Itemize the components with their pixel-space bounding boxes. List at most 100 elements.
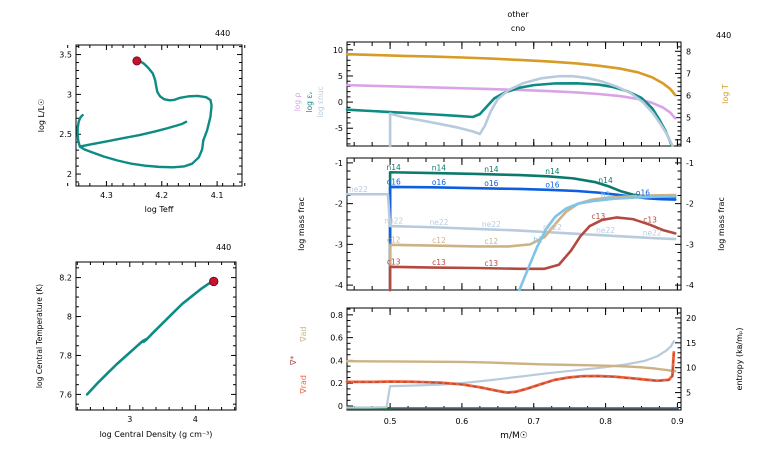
abundance-left-ytick: -1 bbox=[335, 159, 343, 168]
gradients-left-ytick: 0 bbox=[338, 402, 343, 411]
abundance-label-n14: n14 bbox=[484, 165, 499, 174]
abundance-label-ne22: ne22 bbox=[543, 223, 562, 232]
central-yaxis-label: log Central Temperature (K) bbox=[35, 284, 44, 388]
hr-current-model-marker bbox=[132, 56, 142, 66]
abundance-label-c12: c12 bbox=[432, 236, 446, 245]
abundance-label-n14: n14 bbox=[432, 164, 447, 173]
gradients-right-ytick: 15 bbox=[686, 339, 696, 348]
hr-model-number: 440 bbox=[215, 29, 230, 38]
hr-yaxis-label: log L/L☉ bbox=[37, 99, 46, 133]
abundance-label-o16: o16 bbox=[636, 188, 650, 197]
hr-ytick: 3 bbox=[67, 90, 72, 99]
structure-right-ytick: 8 bbox=[686, 47, 691, 56]
abundance-label-ne22: ne22 bbox=[349, 185, 368, 194]
central-xtick: 3 bbox=[127, 415, 132, 424]
structure-right-ytick: 7 bbox=[686, 69, 691, 78]
abundance-label-ne22: ne22 bbox=[384, 217, 403, 226]
gradients-xtick: 0.8 bbox=[599, 417, 612, 426]
gradients-left-ytick: 0.2 bbox=[330, 379, 343, 388]
profiles-model-number: 440 bbox=[716, 31, 731, 40]
abundance-label-ne22: ne22 bbox=[482, 220, 501, 229]
hr-plot-frame bbox=[75, 44, 243, 187]
label-nabla-rad: ∇rad bbox=[299, 375, 308, 395]
gradients-left-ytick: 0.6 bbox=[330, 334, 343, 343]
structure-right-ytick: 5 bbox=[686, 114, 691, 123]
entropy-axis-label: entropy (kʙ/mₚ) bbox=[735, 328, 744, 391]
gradients-xaxis-label: m/M☉ bbox=[500, 431, 528, 441]
label-nabla-ad: ∇ad bbox=[299, 327, 308, 343]
abundance-curve-c12 bbox=[388, 193, 677, 292]
structure-left-ytick: 0 bbox=[338, 98, 343, 107]
label-log-eps-nu: log εᵥ bbox=[305, 92, 314, 113]
structure-right-ytick: 6 bbox=[686, 92, 691, 101]
abundance-right-ytick: -1 bbox=[686, 159, 694, 168]
central-xtick: 4 bbox=[193, 415, 198, 424]
hr-xtick: 4.3 bbox=[100, 191, 113, 200]
structure-plot-frame bbox=[346, 41, 682, 147]
panel-title-other: other bbox=[507, 10, 529, 19]
abundance-label-o16: o16 bbox=[484, 179, 498, 188]
hr-track-2 bbox=[78, 120, 188, 148]
hr-track-3 bbox=[76, 113, 84, 148]
abundance-label-n14: n14 bbox=[598, 176, 613, 185]
gradients-left-ytick: 0.4 bbox=[330, 356, 343, 365]
abundance-label-c12: c12 bbox=[485, 237, 499, 246]
abundance-label-c13: c13 bbox=[592, 212, 606, 221]
central-ytick: 7.6 bbox=[59, 390, 72, 399]
central-xaxis-label: log Central Density (g cm⁻³) bbox=[100, 430, 213, 439]
hr-ytick: 2.5 bbox=[59, 130, 72, 139]
gradients-curve-entropy bbox=[345, 340, 675, 409]
abundance-left-ytick: -3 bbox=[335, 240, 343, 249]
gradients-plot-frame bbox=[346, 307, 682, 411]
abundance-label-o16: o16 bbox=[545, 180, 559, 189]
abundance-label-h1: h1 bbox=[601, 190, 611, 199]
label-nabla-star: ∇* bbox=[289, 356, 298, 366]
structure-curve-log εnuc bbox=[388, 74, 674, 148]
hr-diagram-panel: 440 4.3 4.2 4.1 3.5 3 2.5 2 log Teff log L/L☉ bbox=[0, 0, 290, 230]
abundance-label-c13: c13 bbox=[432, 258, 446, 267]
abundance-right-ytick: -2 bbox=[686, 200, 694, 209]
label-log-eps-nuc: log εnuc bbox=[316, 86, 325, 118]
abundance-label-c13: c13 bbox=[485, 259, 499, 268]
structure-curve-log T bbox=[345, 52, 677, 97]
abundance-left-ytick: -2 bbox=[335, 200, 343, 209]
central-ytick: 8.2 bbox=[59, 274, 72, 283]
gradients-right-ytick: 20 bbox=[686, 314, 696, 323]
hr-ytick: 2 bbox=[67, 170, 72, 179]
structure-left-ytick: 10 bbox=[333, 46, 343, 55]
gradients-left-ytick: 0.8 bbox=[330, 311, 343, 320]
abundance-label-ne22: ne22 bbox=[596, 226, 615, 235]
profiles-column: other cno 440 10 5 0 -5 8 7 6 5 4 log ρ log εᵥ log … bbox=[289, 0, 766, 460]
gradients-xtick: 0.6 bbox=[456, 417, 469, 426]
structure-left-ytick: -5 bbox=[335, 124, 343, 133]
hr-xaxis-label: log Teff bbox=[145, 205, 174, 214]
central-current-model-marker bbox=[209, 276, 219, 287]
abundance-curve-h1 bbox=[518, 195, 677, 292]
abundance-left-ytick: -4 bbox=[335, 281, 343, 290]
structure-left-ytick: 5 bbox=[338, 72, 343, 81]
hr-track-1 bbox=[78, 139, 205, 169]
abundance-plot-frame bbox=[346, 157, 682, 291]
structure-curve-log εᵥ bbox=[345, 81, 673, 147]
central-conditions-panel: 440 3 4 8.2 8 7.8 7.6 log Central Density (g c… bbox=[0, 230, 290, 460]
abundance-label-ne22: ne22 bbox=[429, 218, 448, 227]
hr-ytick: 3.5 bbox=[59, 51, 72, 60]
abundance-label-h1: h1 bbox=[533, 235, 543, 244]
gradients-curve-nabla-ad bbox=[345, 360, 677, 373]
label-log-T: log T bbox=[721, 84, 730, 104]
abundance-curve-ne22 bbox=[345, 192, 677, 241]
hr-xtick: 4.1 bbox=[211, 191, 224, 200]
abundance-label-c12: c12 bbox=[387, 235, 401, 244]
central-track bbox=[85, 280, 215, 396]
abundance-label-c13: c13 bbox=[643, 215, 657, 224]
label-log-rho: log ρ bbox=[293, 92, 302, 111]
central-model-number: 440 bbox=[216, 243, 231, 252]
abundance-yaxis-label-left: log mass frac bbox=[297, 197, 306, 251]
gradients-right-ytick: 10 bbox=[686, 364, 696, 373]
gradients-right-ytick: 5 bbox=[686, 389, 691, 398]
abundance-yaxis-label-right: log mass frac bbox=[717, 197, 726, 251]
gradients-xtick: 0.9 bbox=[671, 417, 684, 426]
abundance-right-ytick: -3 bbox=[686, 240, 694, 249]
gradients-xtick: 0.5 bbox=[384, 417, 397, 426]
abundance-label-n14: n14 bbox=[545, 167, 560, 176]
